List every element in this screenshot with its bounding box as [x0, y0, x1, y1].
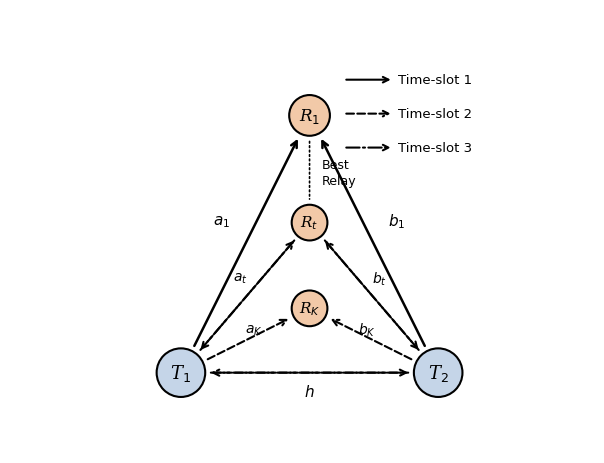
- Text: $a_t$: $a_t$: [233, 271, 247, 286]
- FancyArrowPatch shape: [323, 142, 425, 346]
- Text: $a_1$: $a_1$: [213, 213, 231, 229]
- FancyArrowPatch shape: [346, 145, 388, 151]
- Circle shape: [414, 349, 463, 397]
- Circle shape: [289, 96, 330, 137]
- FancyArrowPatch shape: [213, 370, 408, 376]
- Text: Time-slot 1: Time-slot 1: [398, 74, 472, 87]
- Circle shape: [292, 291, 327, 326]
- FancyArrowPatch shape: [346, 112, 388, 117]
- Circle shape: [156, 349, 205, 397]
- Text: R$_t$: R$_t$: [300, 214, 319, 232]
- FancyArrowPatch shape: [202, 241, 294, 349]
- Text: Time-slot 2: Time-slot 2: [398, 108, 472, 121]
- Text: T$_1$: T$_1$: [170, 363, 191, 383]
- Text: $b_K$: $b_K$: [358, 321, 376, 339]
- Text: T$_2$: T$_2$: [428, 363, 449, 383]
- FancyArrowPatch shape: [194, 142, 297, 346]
- Text: $b_1$: $b_1$: [388, 212, 406, 231]
- Text: R$_1$: R$_1$: [299, 106, 320, 125]
- Text: $h$: $h$: [304, 383, 315, 399]
- Text: $a_K$: $a_K$: [245, 323, 263, 337]
- Text: Best
Relay: Best Relay: [322, 159, 357, 188]
- FancyArrowPatch shape: [325, 241, 417, 349]
- FancyArrowPatch shape: [333, 320, 411, 359]
- Text: Time-slot 3: Time-slot 3: [398, 142, 472, 155]
- FancyArrowPatch shape: [346, 78, 388, 83]
- FancyArrowPatch shape: [208, 320, 286, 359]
- Text: $b_t$: $b_t$: [371, 269, 387, 287]
- FancyArrowPatch shape: [201, 243, 293, 350]
- FancyArrowPatch shape: [211, 370, 406, 376]
- Text: R$_K$: R$_K$: [299, 300, 320, 318]
- Circle shape: [292, 205, 327, 241]
- FancyArrowPatch shape: [326, 243, 419, 350]
